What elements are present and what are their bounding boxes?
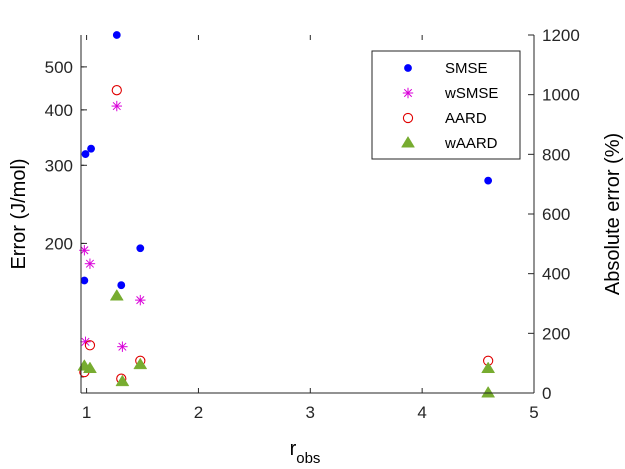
legend-marker-aard xyxy=(402,112,414,124)
right-y-axis-ticks: 0 200 400 600 800 1000 1200 xyxy=(528,26,580,403)
data-marks xyxy=(77,31,496,398)
legend-label-aard: AARD xyxy=(445,110,487,127)
x-tick-label: 5 xyxy=(529,403,538,422)
legend-label-wsmse: wSMSE xyxy=(444,85,498,102)
waard-point xyxy=(83,361,97,374)
smse-point xyxy=(484,176,493,185)
waard-point xyxy=(481,386,496,398)
legend-marker-wsmse xyxy=(402,87,414,99)
left-y-tick-label: 400 xyxy=(45,101,73,120)
legend-label-waard: wAARD xyxy=(444,135,498,152)
smse-point xyxy=(81,150,90,158)
right-y-tick-label: 800 xyxy=(542,145,570,164)
legend-item-waard: wAARD xyxy=(401,135,498,152)
x-axis-label-main: r xyxy=(290,438,297,460)
left-y-tick-label: 200 xyxy=(45,234,73,253)
legend-item-aard: AARD xyxy=(402,110,487,127)
left-y-axis-label: Error (J/mol) xyxy=(8,158,30,269)
waard-point xyxy=(481,361,496,374)
wsmse-point xyxy=(79,245,90,256)
waard-point xyxy=(109,289,124,301)
right-y-tick-label: 600 xyxy=(542,205,570,224)
smse-point xyxy=(80,276,89,285)
smse-point xyxy=(136,244,145,253)
wsmse-point xyxy=(111,100,122,112)
right-y-tick-label: 1000 xyxy=(542,86,580,105)
legend-label-smse: SMSE xyxy=(445,60,488,77)
waard-point xyxy=(133,357,148,370)
left-y-tick-label: 300 xyxy=(45,156,73,175)
x-tick-label: 3 xyxy=(306,403,315,422)
legend: SMSE wSMSE AARD wAARD xyxy=(371,50,521,160)
smse-point xyxy=(112,31,121,39)
legend-marker-waard xyxy=(401,136,415,148)
x-axis-label-subscript: obs xyxy=(296,450,320,467)
wsmse-point xyxy=(117,341,128,352)
right-y-tick-label: 400 xyxy=(542,265,570,284)
legend-marker-smse xyxy=(404,64,412,72)
aard-point xyxy=(111,85,122,96)
x-tick-label: 2 xyxy=(194,403,203,422)
right-y-tick-label: 200 xyxy=(542,324,570,343)
right-y-axis-label: Absolute error (%) xyxy=(602,133,624,295)
wsmse-point xyxy=(84,258,96,269)
aard-point xyxy=(84,340,96,351)
legend-item-wsmse: wSMSE xyxy=(402,85,498,102)
left-y-tick-label: 500 xyxy=(45,58,73,77)
x-tick-label: 1 xyxy=(82,403,91,422)
waard-point xyxy=(115,374,130,387)
x-axis-label: robs xyxy=(290,438,321,467)
legend-box xyxy=(371,50,521,160)
legend-item-smse: SMSE xyxy=(404,60,488,77)
right-y-tick-label: 0 xyxy=(542,384,551,403)
x-tick-label: 4 xyxy=(417,403,426,422)
smse-point xyxy=(117,281,126,290)
wsmse-point xyxy=(135,294,146,306)
left-y-axis-ticks: 200 300 400 500 xyxy=(45,58,87,378)
smse-point xyxy=(87,144,95,153)
right-y-tick-label: 1200 xyxy=(542,26,580,45)
